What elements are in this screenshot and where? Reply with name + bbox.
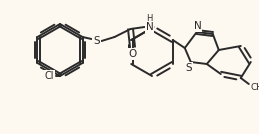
Text: N: N	[194, 21, 202, 31]
Text: H: H	[146, 14, 153, 23]
Text: CH₃: CH₃	[250, 83, 259, 92]
Text: S: S	[93, 36, 100, 46]
Text: Cl: Cl	[44, 71, 54, 81]
Text: N: N	[146, 22, 153, 32]
Text: O: O	[128, 49, 137, 59]
Text: S: S	[185, 63, 192, 73]
